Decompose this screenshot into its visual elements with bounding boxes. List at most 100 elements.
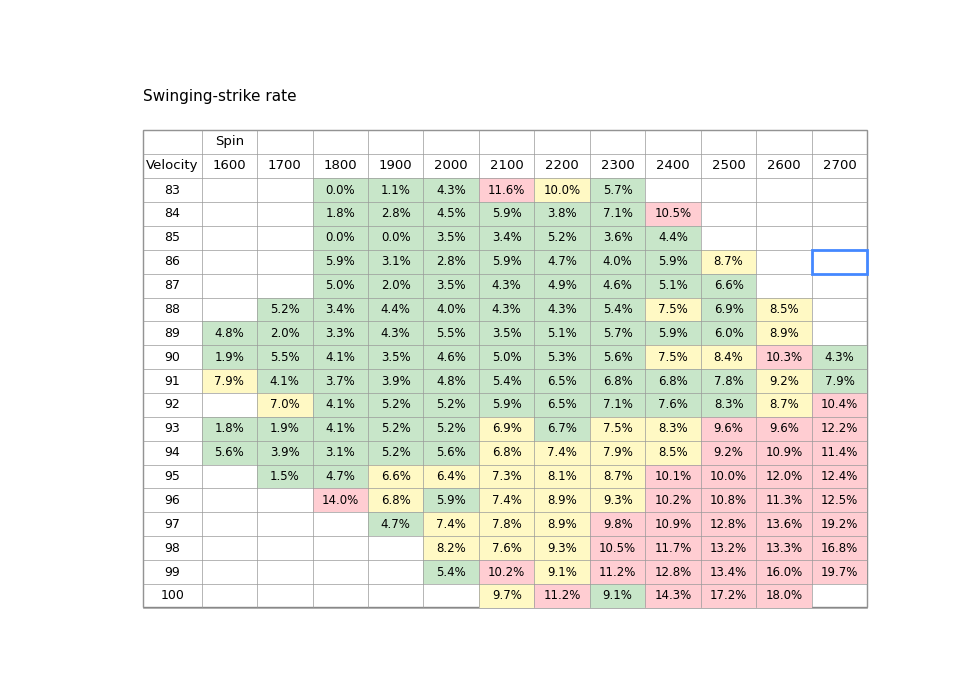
Bar: [368, 393, 424, 417]
Bar: [646, 369, 701, 393]
Text: 4.0%: 4.0%: [603, 255, 632, 268]
Bar: [424, 513, 479, 536]
Text: 3.5%: 3.5%: [436, 232, 466, 245]
Text: 97: 97: [165, 517, 180, 531]
Text: 5.9%: 5.9%: [436, 494, 467, 507]
Bar: [811, 417, 867, 441]
Text: 4.3%: 4.3%: [825, 351, 854, 364]
Bar: [257, 369, 313, 393]
Bar: [646, 417, 701, 441]
Text: 9.6%: 9.6%: [769, 422, 799, 435]
Text: 3.1%: 3.1%: [381, 255, 411, 268]
Text: 91: 91: [165, 375, 180, 387]
Bar: [479, 202, 535, 226]
Text: 10.1%: 10.1%: [655, 470, 692, 483]
Bar: [479, 536, 535, 560]
Text: 4.6%: 4.6%: [436, 351, 467, 364]
Bar: [257, 298, 313, 321]
Text: 7.8%: 7.8%: [492, 517, 521, 531]
Bar: [479, 250, 535, 274]
Bar: [535, 464, 590, 489]
Bar: [479, 393, 535, 417]
Bar: [757, 321, 811, 345]
Text: 84: 84: [165, 207, 180, 220]
Bar: [646, 536, 701, 560]
Bar: [479, 584, 535, 608]
Text: 2400: 2400: [656, 159, 690, 172]
Text: 6.5%: 6.5%: [547, 398, 577, 411]
Text: 1600: 1600: [212, 159, 246, 172]
Bar: [257, 417, 313, 441]
Bar: [590, 536, 646, 560]
Bar: [590, 441, 646, 464]
Text: 9.2%: 9.2%: [714, 446, 743, 459]
Text: 94: 94: [165, 446, 180, 459]
Text: 5.5%: 5.5%: [270, 351, 300, 364]
Bar: [479, 369, 535, 393]
Text: 5.9%: 5.9%: [492, 255, 521, 268]
Text: 99: 99: [165, 566, 180, 579]
Bar: [535, 560, 590, 584]
Text: 5.2%: 5.2%: [381, 422, 411, 435]
Bar: [535, 202, 590, 226]
Bar: [479, 560, 535, 584]
Bar: [590, 321, 646, 345]
Text: 5.9%: 5.9%: [492, 207, 521, 220]
Text: 14.0%: 14.0%: [321, 494, 358, 507]
Text: 7.5%: 7.5%: [658, 351, 688, 364]
Text: 12.5%: 12.5%: [821, 494, 858, 507]
Text: 6.8%: 6.8%: [492, 446, 521, 459]
Text: 1.1%: 1.1%: [381, 183, 411, 196]
Text: 7.1%: 7.1%: [603, 398, 632, 411]
Text: 9.3%: 9.3%: [603, 494, 632, 507]
Text: 5.6%: 5.6%: [603, 351, 632, 364]
Text: 9.8%: 9.8%: [603, 517, 632, 531]
Bar: [701, 393, 757, 417]
Bar: [535, 369, 590, 393]
Bar: [811, 393, 867, 417]
Text: Swinging-strike rate: Swinging-strike rate: [143, 89, 297, 104]
Text: 7.8%: 7.8%: [714, 375, 743, 387]
Text: 7.1%: 7.1%: [603, 207, 632, 220]
Text: 11.6%: 11.6%: [488, 183, 525, 196]
Text: 4.5%: 4.5%: [436, 207, 467, 220]
Bar: [535, 417, 590, 441]
Bar: [424, 298, 479, 321]
Text: 13.4%: 13.4%: [710, 566, 747, 579]
Bar: [535, 584, 590, 608]
Bar: [590, 345, 646, 369]
Text: 3.4%: 3.4%: [492, 232, 521, 245]
Text: 9.1%: 9.1%: [603, 589, 632, 602]
Bar: [479, 513, 535, 536]
Bar: [479, 417, 535, 441]
Text: 2.8%: 2.8%: [381, 207, 411, 220]
Text: 89: 89: [165, 327, 180, 340]
Text: 10.5%: 10.5%: [655, 207, 692, 220]
Text: 5.2%: 5.2%: [381, 398, 411, 411]
Text: 6.8%: 6.8%: [658, 375, 688, 387]
Text: 11.3%: 11.3%: [766, 494, 803, 507]
Bar: [590, 417, 646, 441]
Text: 1.8%: 1.8%: [214, 422, 244, 435]
Text: 3.5%: 3.5%: [436, 279, 466, 292]
Bar: [646, 202, 701, 226]
Text: 3.1%: 3.1%: [325, 446, 356, 459]
Text: 4.1%: 4.1%: [270, 375, 300, 387]
Text: Spin: Spin: [214, 136, 244, 148]
Bar: [368, 369, 424, 393]
Text: 96: 96: [165, 494, 180, 507]
Text: 7.9%: 7.9%: [603, 446, 632, 459]
Text: 5.2%: 5.2%: [381, 446, 411, 459]
Text: 12.2%: 12.2%: [821, 422, 858, 435]
Bar: [424, 345, 479, 369]
Bar: [811, 250, 867, 274]
Text: 5.0%: 5.0%: [325, 279, 356, 292]
Text: 3.5%: 3.5%: [381, 351, 411, 364]
Text: 6.6%: 6.6%: [714, 279, 743, 292]
Bar: [368, 345, 424, 369]
Bar: [143, 130, 867, 607]
Bar: [257, 321, 313, 345]
Bar: [368, 226, 424, 250]
Bar: [646, 226, 701, 250]
Bar: [368, 464, 424, 489]
